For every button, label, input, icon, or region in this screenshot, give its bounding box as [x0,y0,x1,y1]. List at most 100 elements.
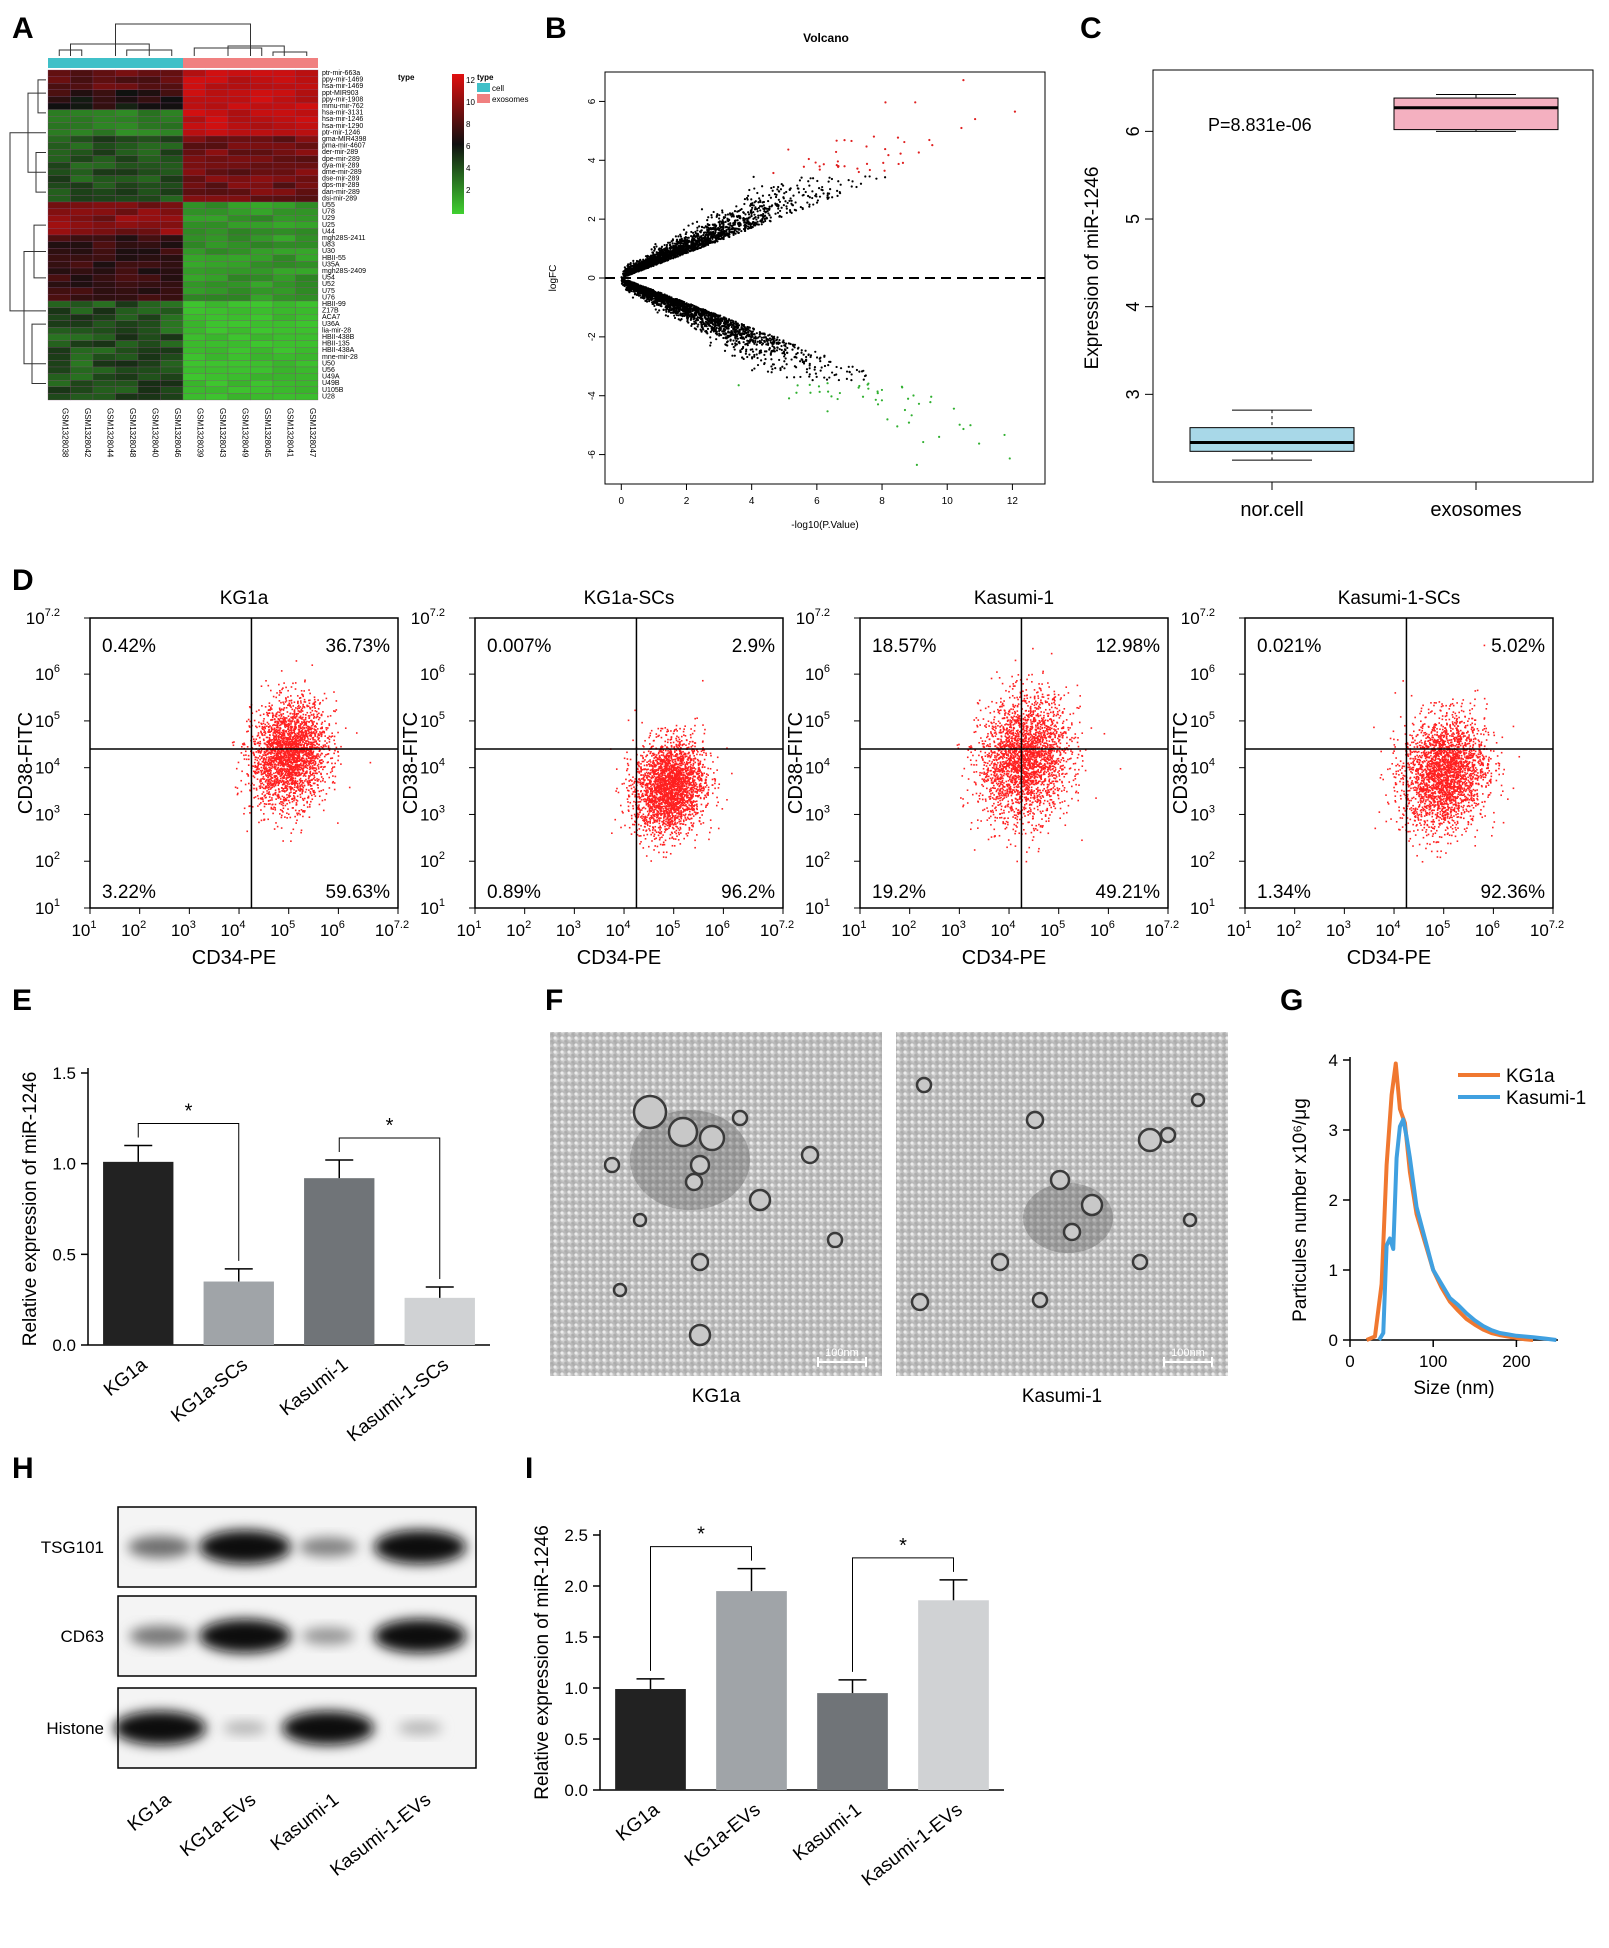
volcano-point [750,336,753,339]
volcano-point [958,423,961,426]
volcano-point [651,251,654,254]
heatmap-cell [115,201,139,209]
heatmap-cell [70,248,94,255]
volcano-point [899,152,902,155]
heatmap-cell [70,182,94,189]
volcano-point [649,288,652,292]
volcano-point [702,313,705,316]
heatmap-cell [92,142,116,150]
heatmap-cell [115,287,139,295]
volcano-y-tick-label: 2 [587,216,598,222]
heatmap-cell [137,168,161,176]
volcano-point [664,308,668,311]
heatmap-cell [272,116,296,123]
heatmap-row-label: ptr-mir-1246 [322,129,360,136]
volcano-point [706,332,709,335]
heatmap-cell [272,281,296,288]
volcano-point [752,175,755,179]
volcano-point [809,354,813,357]
volcano-point [790,358,793,361]
heatmap-cell [115,162,139,170]
volcano-point [836,165,840,168]
volcano-point [759,359,763,362]
heatmap-cell [250,89,274,97]
heatmap-row-label: U78 [322,209,335,216]
heatmap-cell [92,307,116,315]
heatmap-type-bar [48,58,318,68]
volcano-point [755,348,758,351]
heatmap-cell [272,69,296,77]
volcano-point [752,327,755,330]
volcano-point [662,302,666,305]
flow-dot [301,797,304,800]
volcano-point [851,365,854,368]
volcano-point [676,311,679,315]
volcano-point [743,332,746,336]
volcano-point [695,239,698,242]
volcano-point [673,299,677,302]
dendro-branch [227,45,285,56]
heatmap-cell [272,221,296,229]
type-bar-cell [93,58,116,68]
volcano-x-tick-label: 8 [879,496,885,507]
volcano-point [794,201,797,204]
volcano-point [828,376,831,379]
heatmap-cell [115,353,139,361]
heatmap-cell [227,221,251,229]
volcano-point [670,240,673,243]
volcano-point [720,220,723,224]
heatmap-cell [115,142,139,150]
volcano-point [771,189,774,192]
heatmap-cell [70,208,94,216]
volcano-point [654,243,657,246]
volcano-point [690,230,693,234]
volcano-point [818,168,821,171]
panel-letter-c: C [1080,12,1102,45]
heatmap-cell [137,208,161,216]
heatmap-cell [160,281,184,288]
heatmap-row-label: dse-mir-289 [322,176,359,183]
heatmap-cell [47,366,71,374]
volcano-point [745,350,748,353]
type-bar-cell [115,58,138,68]
heatmap-cell [70,347,94,354]
heatmap-cell [272,201,296,209]
heatmap-row-label: dps-mir-289 [322,182,359,189]
volcano-point [766,340,769,343]
volcano-point [735,343,738,346]
volcano-point [811,196,814,200]
volcano-point [753,216,756,219]
heatmap-cell [295,96,319,104]
heatmap-row-label: U28 [322,393,335,400]
volcano-point [775,339,778,342]
volcano-point [734,219,737,222]
volcano-x-tick-label: 12 [1007,496,1019,507]
heatmap-cell [182,320,206,328]
heatmap-cell [227,129,251,137]
heatmap-cell [92,201,116,209]
volcano-point [767,199,770,203]
volcano-point [828,360,831,363]
volcano-point [783,355,786,358]
volcano-point [695,310,699,313]
heatmap-cell [115,122,139,130]
volcano-point [694,322,698,325]
heatmap-row-label: mgh28S-2409 [322,268,366,275]
volcano-point [744,343,747,346]
heatmap-cell [160,168,184,176]
volcano-point [711,226,714,230]
volcano-point [696,243,699,246]
heatmap-legend-title: type [398,73,415,82]
volcano-point [662,253,665,256]
volcano-point [864,175,867,178]
heatmap-cell [295,393,319,401]
panel-letter-b: B [545,12,567,45]
heatmap-cell [137,175,161,183]
volcano-point [649,259,652,262]
volcano-point [751,369,754,372]
volcano-point [779,188,783,191]
volcano-point [623,266,626,269]
heatmap-cell [47,347,71,354]
volcano-point [858,370,861,373]
volcano-point [705,309,708,313]
